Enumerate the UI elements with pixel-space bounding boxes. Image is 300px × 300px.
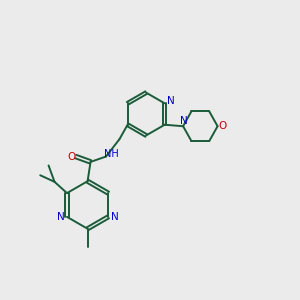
Text: N: N [167,96,175,106]
Text: N: N [111,212,119,222]
Text: N: N [180,116,188,126]
Text: N: N [57,212,64,222]
Text: NH: NH [104,148,119,159]
Text: O: O [219,121,227,131]
Text: O: O [68,152,76,161]
